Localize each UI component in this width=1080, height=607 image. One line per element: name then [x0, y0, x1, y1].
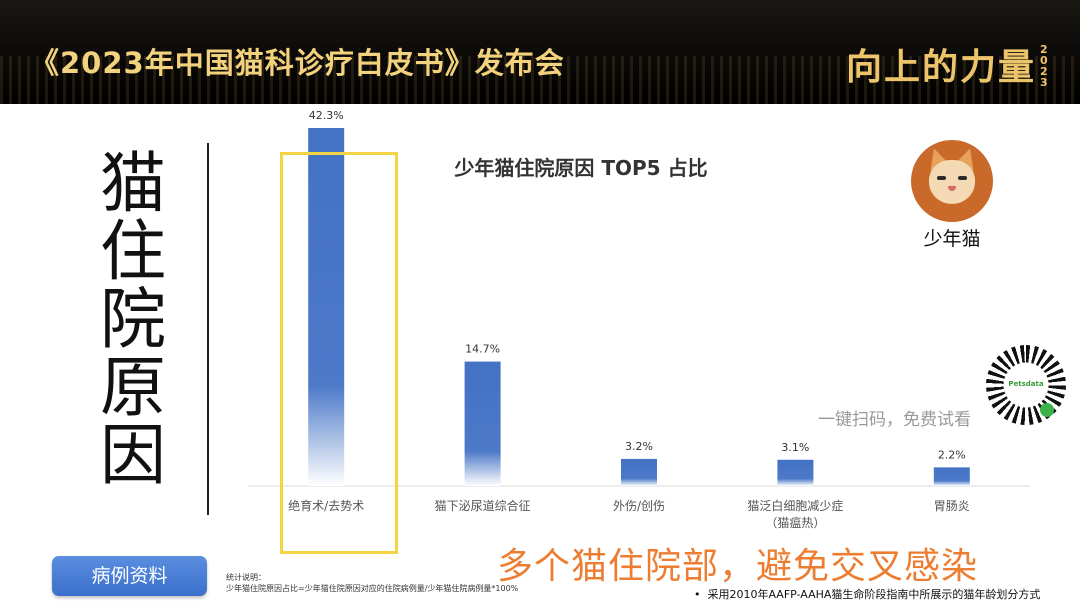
bar-4 — [933, 467, 970, 486]
bar-1 — [464, 361, 501, 486]
bar-0 — [308, 128, 345, 486]
category-label-2: 外伤/创伤 — [613, 499, 665, 513]
category-label-3-line2: （猫瘟热） — [765, 515, 825, 530]
divider-line — [207, 143, 209, 515]
statistics-note-formula: 少年猫住院原因占比=少年猫住院原因对应的住院病例量/少年猫住院病例量*100% — [226, 584, 519, 593]
qr-code-icon[interactable]: Petsdata — [986, 345, 1066, 425]
mini-program-icon — [1040, 403, 1054, 417]
bar-2 — [621, 458, 657, 486]
cat-nose — [948, 186, 956, 191]
bar-3 — [777, 459, 814, 486]
category-label-1: 猫下泌尿道综合征 — [435, 498, 531, 513]
scan-caption: 一键扫码，免费试看 — [818, 410, 971, 430]
highlight-box — [280, 152, 398, 554]
data-label-2: 3.2% — [625, 440, 653, 453]
key-message: 多个猫住院部，避免交叉感染 — [497, 546, 979, 587]
age-group-label: 少年猫 — [923, 228, 981, 250]
brand-logo: 向上的力量 — [845, 47, 1036, 88]
footnote-text: 采用2010年AAFP-AAHA猫生命阶段指南中所展示的猫年龄划分方式 — [707, 588, 1041, 601]
banner-decoration — [0, 56, 1080, 104]
data-label-3: 3.1% — [781, 441, 809, 454]
cat-face-icon — [911, 140, 993, 222]
header-banner: 《2023年中国猫科诊疗白皮书》发布会 向上的力量 2023 — [0, 0, 1080, 104]
category-label-3: 猫泛白细胞减少症 — [747, 498, 843, 513]
statistics-note: 统计说明： 少年猫住院原因占比=少年猫住院原因对应的住院病例量/少年猫住院病例量… — [226, 572, 518, 594]
data-label-0: 42.3% — [309, 109, 344, 122]
brand-year: 2023 — [1040, 43, 1048, 89]
case-data-button[interactable]: 病例资料 — [52, 556, 207, 596]
chart-title: 少年猫住院原因 TOP5 占比 — [454, 156, 708, 180]
event-title: 《2023年中国猫科诊疗白皮书》发布会 — [30, 46, 565, 80]
category-label-0: 绝育术/去势术 — [288, 498, 364, 513]
category-label-4: 胃肠炎 — [934, 499, 970, 513]
data-label-4: 2.2% — [938, 448, 966, 461]
cat-eye-right — [958, 176, 967, 180]
data-label-1: 14.7% — [465, 343, 500, 356]
cat-face — [929, 160, 975, 204]
footnote: • 采用2010年AAFP-AAHA猫生命阶段指南中所展示的猫年龄划分方式 — [694, 588, 1041, 601]
qr-brand: Petsdata — [1008, 380, 1044, 388]
statistics-note-heading: 统计说明： — [226, 573, 266, 582]
cat-eye-left — [937, 176, 946, 180]
side-title: 猫住院原因 — [100, 145, 166, 494]
